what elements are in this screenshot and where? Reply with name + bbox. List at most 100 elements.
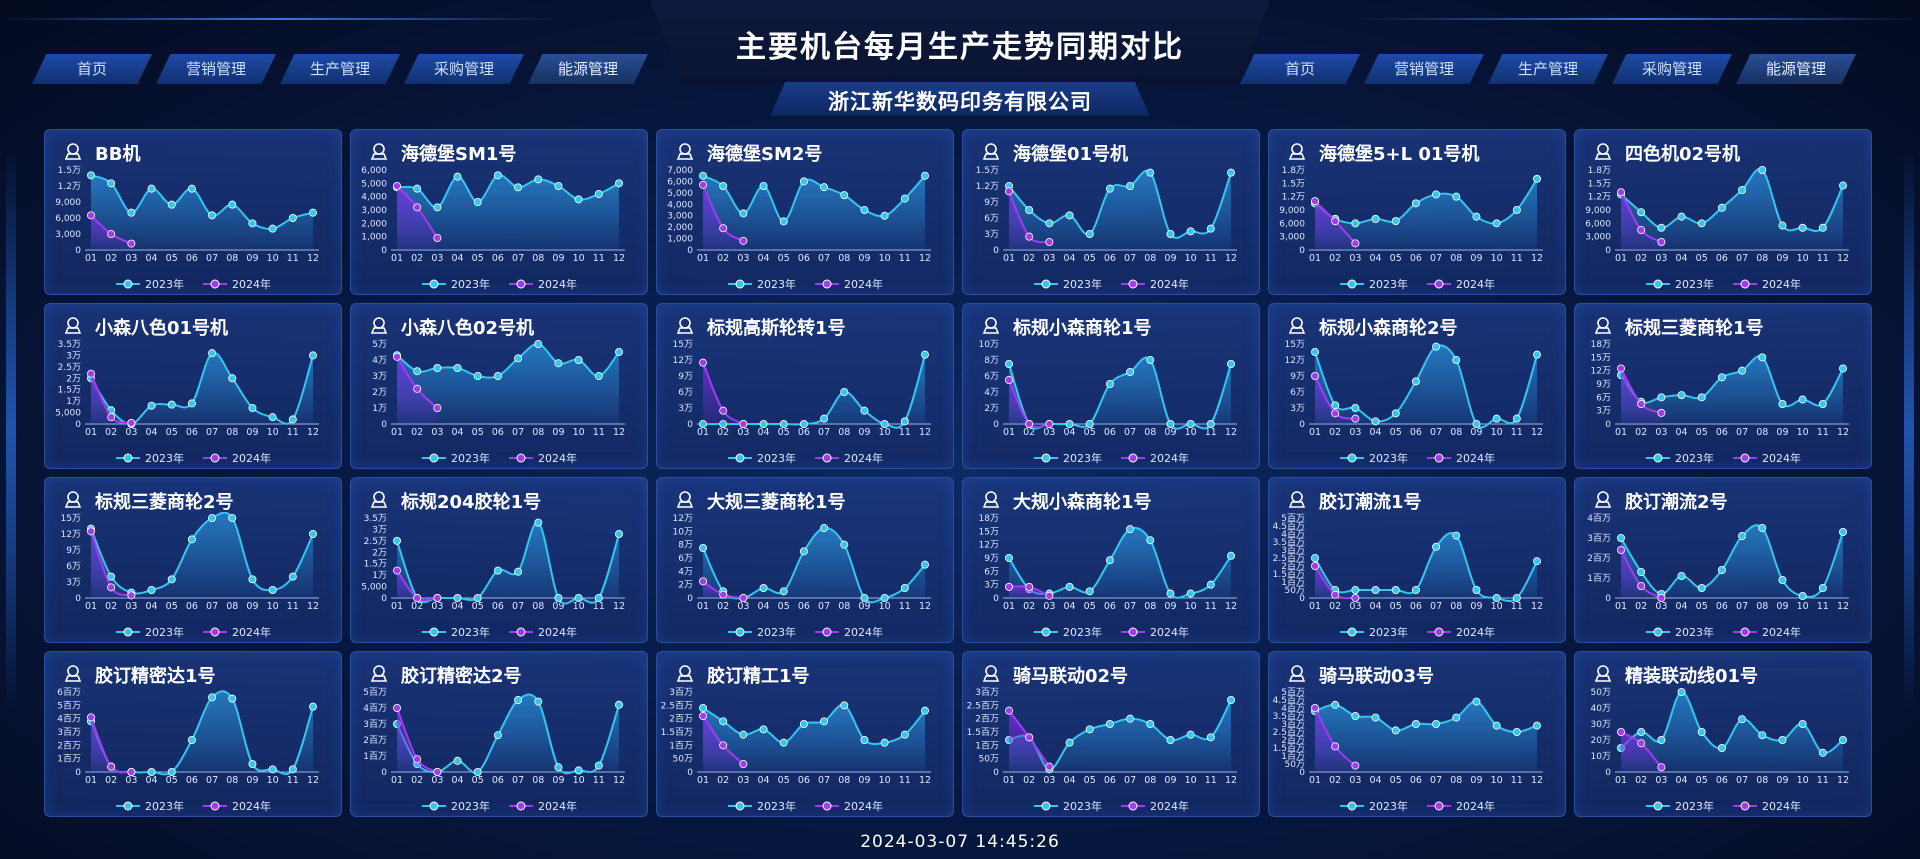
x-tick-label: 06 xyxy=(1410,427,1422,438)
legend-2024[interactable]: 2024年 xyxy=(1426,798,1495,814)
nav-sales-left[interactable]: 营销管理 xyxy=(156,54,276,84)
legend-2024[interactable]: 2024年 xyxy=(202,276,271,292)
legend-2023[interactable]: 2023年 xyxy=(1645,276,1714,292)
legend-2023[interactable]: 2023年 xyxy=(1033,450,1102,466)
x-tick-label: 06 xyxy=(1410,601,1422,612)
legend-2024[interactable]: 2024年 xyxy=(1426,276,1495,292)
x-tick-label: 12 xyxy=(613,775,625,786)
nav-production-right[interactable]: 生产管理 xyxy=(1488,54,1608,84)
x-tick-label: 05 xyxy=(778,427,790,438)
legend-2024[interactable]: 2024年 xyxy=(508,624,577,640)
legend-2023[interactable]: 2023年 xyxy=(727,450,796,466)
legend-2023[interactable]: 2023年 xyxy=(421,624,490,640)
legend-2023[interactable]: 2023年 xyxy=(727,624,796,640)
series-2023-point xyxy=(1391,217,1400,226)
legend-2024[interactable]: 2024年 xyxy=(508,450,577,466)
nav-energy-left[interactable]: 能源管理 xyxy=(528,54,648,84)
legend-2024[interactable]: 2024年 xyxy=(1120,798,1189,814)
series-2023-point xyxy=(779,587,788,596)
legend-2023[interactable]: 2023年 xyxy=(727,276,796,292)
legend-2024[interactable]: 2024年 xyxy=(814,624,883,640)
legend-2023[interactable]: 2023年 xyxy=(115,450,184,466)
series-2024-area xyxy=(1315,708,1356,772)
series-2024-area xyxy=(1315,566,1356,599)
legend-2023[interactable]: 2023年 xyxy=(115,276,184,292)
nav-home-right[interactable]: 首页 xyxy=(1240,54,1360,84)
legend-2024[interactable]: 2024年 xyxy=(1426,624,1495,640)
legend-2023[interactable]: 2023年 xyxy=(1033,276,1102,292)
legend-2023[interactable]: 2023年 xyxy=(115,624,184,640)
x-tick-label: 11 xyxy=(287,427,299,438)
x-tick-label: 06 xyxy=(798,427,810,438)
legend-label: 2023年 xyxy=(1369,452,1408,465)
series-2023-point xyxy=(920,560,929,569)
chart-legend: 2023年 2024年 xyxy=(351,276,647,292)
nav-energy-right[interactable]: 能源管理 xyxy=(1736,54,1856,84)
legend-2023[interactable]: 2023年 xyxy=(727,798,796,814)
y-tick-label: 5,000 xyxy=(55,409,81,419)
legend-2024[interactable]: 2024年 xyxy=(1732,624,1801,640)
x-tick-label: 11 xyxy=(1205,775,1217,786)
series-2024-point xyxy=(393,566,402,575)
legend-2024[interactable]: 2024年 xyxy=(814,798,883,814)
y-tick-label: 4百万 xyxy=(1587,513,1611,524)
legend-2024[interactable]: 2024年 xyxy=(1732,798,1801,814)
x-tick-label: 10 xyxy=(573,427,585,438)
legend-2024[interactable]: 2024年 xyxy=(1426,450,1495,466)
x-tick-label: 12 xyxy=(613,253,625,264)
legend-2023[interactable]: 2023年 xyxy=(421,450,490,466)
y-tick-label: 0 xyxy=(381,768,387,778)
legend-2023[interactable]: 2023年 xyxy=(1339,624,1408,640)
legend-2023[interactable]: 2023年 xyxy=(1033,624,1102,640)
legend-swatch-icon xyxy=(422,453,446,463)
legend-label: 2023年 xyxy=(1369,278,1408,291)
nav-sales-right[interactable]: 营销管理 xyxy=(1364,54,1484,84)
legend-2023[interactable]: 2023年 xyxy=(1645,798,1714,814)
legend-2023[interactable]: 2023年 xyxy=(115,798,184,814)
legend-2024[interactable]: 2024年 xyxy=(508,798,577,814)
legend-2024[interactable]: 2024年 xyxy=(202,624,271,640)
y-tick-label: 0 xyxy=(993,246,999,256)
legend-2024[interactable]: 2024年 xyxy=(202,450,271,466)
x-tick-label: 08 xyxy=(1756,427,1768,438)
legend-swatch-icon xyxy=(1427,279,1451,289)
legend-2024[interactable]: 2024年 xyxy=(508,276,577,292)
legend-swatch-icon xyxy=(1121,453,1145,463)
series-2023-point xyxy=(1206,580,1215,589)
legend-2024[interactable]: 2024年 xyxy=(1732,450,1801,466)
nav-production-left[interactable]: 生产管理 xyxy=(280,54,400,84)
chart-card: 胶订潮流2号 0 1百万 2百万 3百万 4百万 01 02 03 04 05 06 07 08 09 10 1… xyxy=(1574,477,1872,643)
series-2023-point xyxy=(1532,557,1541,566)
nav-purchase-left[interactable]: 采购管理 xyxy=(404,54,524,84)
series-2023-point xyxy=(493,372,502,381)
legend-2023[interactable]: 2023年 xyxy=(1339,276,1408,292)
line-chart: 0 3万 6万 9万 12万 15万 01 02 03 04 05 06 07 08 09 10 11 12 xyxy=(673,340,932,438)
x-tick-label: 09 xyxy=(858,427,870,438)
legend-swatch-icon xyxy=(509,453,533,463)
x-tick-label: 04 xyxy=(1675,427,1687,438)
x-tick-label: 06 xyxy=(186,253,198,264)
legend-2024[interactable]: 2024年 xyxy=(1732,276,1801,292)
legend-2023[interactable]: 2023年 xyxy=(1339,450,1408,466)
legend-label: 2023年 xyxy=(145,800,184,813)
nav-purchase-right[interactable]: 采购管理 xyxy=(1612,54,1732,84)
legend-2023[interactable]: 2023年 xyxy=(1645,624,1714,640)
x-tick-label: 08 xyxy=(226,601,238,612)
legend-2023[interactable]: 2023年 xyxy=(421,276,490,292)
legend-2024[interactable]: 2024年 xyxy=(814,450,883,466)
y-tick-label: 1百万 xyxy=(1281,751,1305,762)
y-tick-label: 3万 xyxy=(678,404,693,414)
legend-2024[interactable]: 2024年 xyxy=(814,276,883,292)
nav-home-left[interactable]: 首页 xyxy=(32,54,152,84)
legend-2024[interactable]: 2024年 xyxy=(1120,624,1189,640)
legend-2024[interactable]: 2024年 xyxy=(202,798,271,814)
y-tick-label: 3万 xyxy=(1596,407,1611,417)
legend-2023[interactable]: 2023年 xyxy=(1645,450,1714,466)
y-tick-label: 50万 xyxy=(1591,688,1611,698)
legend-2024[interactable]: 2024年 xyxy=(1120,450,1189,466)
legend-2023[interactable]: 2023年 xyxy=(1339,798,1408,814)
x-tick-label: 01 xyxy=(1309,253,1321,264)
legend-2024[interactable]: 2024年 xyxy=(1120,276,1189,292)
legend-2023[interactable]: 2023年 xyxy=(1033,798,1102,814)
legend-2023[interactable]: 2023年 xyxy=(421,798,490,814)
